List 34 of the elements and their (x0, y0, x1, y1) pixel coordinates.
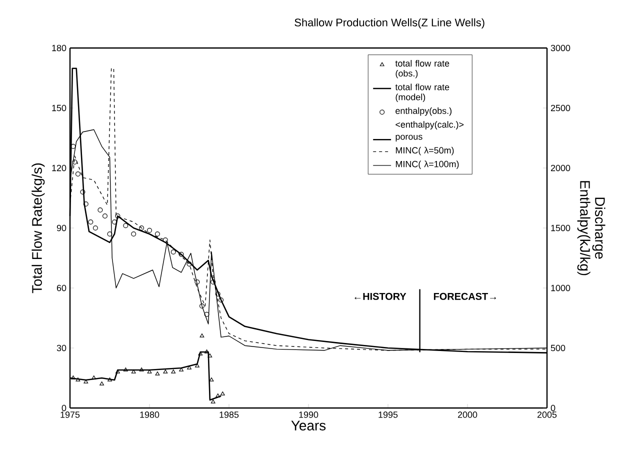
annotation: ←HISTORY (354, 292, 406, 300)
y-tick-label: 150 (52, 104, 66, 112)
x-tick-label: 1995 (378, 412, 398, 418)
y-tick-label: 180 (52, 44, 66, 52)
legend-label: enthalpy(obs.) (396, 107, 452, 116)
y-tick-label: 120 (52, 164, 66, 172)
annotation: FORECAST→ (434, 292, 496, 300)
y-tick-label: 30 (56, 344, 66, 352)
x-axis-title: Years (291, 420, 326, 430)
y2-axis-title: Discharge Enthalpy(kJ/kg) (577, 181, 606, 276)
y-tick-label: 0 (62, 404, 66, 412)
legend-label: porous (396, 134, 422, 142)
legend-title: <enthalpy(calc.)> (396, 121, 464, 130)
y2-tick-label: 2000 (550, 164, 570, 172)
legend-label: MINC( λ=100m) (396, 160, 459, 170)
legend-label: total flow rate (obs.) (395, 60, 450, 78)
y-tick-label: 90 (56, 224, 66, 232)
x-tick-label: 1990 (299, 412, 318, 418)
y2-tick-label: 0 (550, 404, 556, 412)
legend-label: MINC( λ=50m) (396, 146, 454, 156)
chart-title: Shallow Production Wells(Z Line Wells) (294, 18, 484, 29)
y2-tick-label: 3000 (550, 44, 570, 52)
y-axis-title: Total Flow Rate(kg/s) (32, 163, 45, 294)
x-tick-label: 2005 (537, 412, 557, 418)
x-tick-label: 1975 (60, 412, 80, 418)
y2-tick-label: 500 (550, 344, 566, 352)
x-tick-label: 1980 (140, 412, 160, 418)
legend-label: total flow rate (model) (395, 84, 450, 102)
y2-tick-label: 1000 (551, 284, 570, 292)
x-tick-label: 2000 (458, 412, 478, 418)
x-tick-label: 1985 (220, 412, 239, 418)
y2-tick-label: 1500 (551, 224, 570, 232)
y-tick-label: 60 (56, 284, 66, 292)
y2-tick-label: 2500 (550, 104, 570, 112)
